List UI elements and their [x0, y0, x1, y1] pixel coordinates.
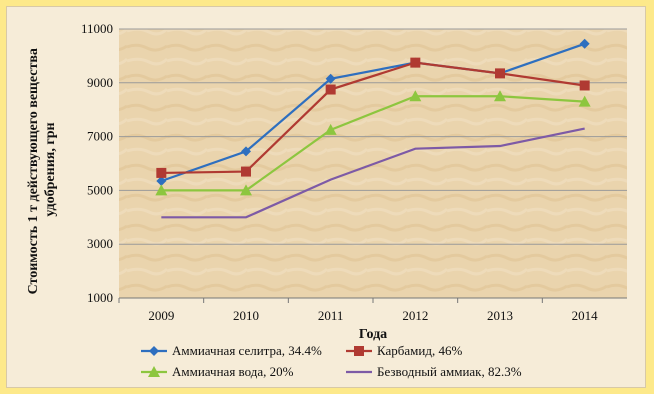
legend-label: Аммиачная вода, 20% — [172, 364, 294, 379]
data-point — [156, 167, 167, 178]
legend-item: Карбамид, 46% — [346, 343, 462, 358]
legend-label: Аммиачная селитра, 34.4% — [172, 343, 322, 358]
series-3 — [155, 90, 591, 196]
legend-label: Карбамид, 46% — [377, 343, 462, 358]
data-point — [324, 123, 337, 135]
legend-item: Безводный аммиак, 82.3% — [346, 364, 522, 379]
x-tick-label: 2010 — [233, 308, 259, 323]
y-axis-title: Стоимость 1 т действующего вещества удоб… — [26, 45, 58, 295]
x-axis-ticks: 2009 2010 2011 2012 2013 2014 — [118, 298, 599, 323]
legend: Аммиачная селитра, 34.4% Карбамид, 46% Амм… — [141, 343, 522, 379]
y-tick-label: 9000 — [87, 75, 113, 90]
data-point — [579, 80, 590, 91]
x-tick-label: 2011 — [318, 308, 344, 323]
data-point — [325, 73, 336, 84]
x-axis-title: Годa — [359, 327, 387, 342]
legend-item: Аммиачная селитра, 34.4% — [141, 343, 322, 358]
legend-swatch-marker — [354, 346, 364, 356]
y-tick-label: 11000 — [81, 21, 113, 36]
x-tick-label: 2012 — [402, 308, 428, 323]
data-point — [241, 146, 251, 157]
y-axis-ticks: 1000 3000 5000 7000 9000 11000 — [81, 21, 113, 305]
data-point — [495, 68, 505, 79]
data-point — [240, 184, 252, 196]
legend-label: Безводный аммиак, 82.3% — [377, 364, 522, 379]
chart-frame: 1000 3000 5000 7000 9000 11000 2009 2010 2011 20… — [6, 6, 646, 388]
data-series — [155, 38, 591, 219]
x-tick-label: 2014 — [572, 308, 599, 323]
series-4 — [161, 127, 585, 219]
data-point — [410, 57, 421, 68]
series-2 — [156, 57, 590, 178]
series-line — [160, 42, 586, 183]
data-point — [579, 38, 590, 49]
y-tick-label: 1000 — [87, 290, 113, 305]
y-tick-label: 3000 — [87, 236, 113, 251]
x-tick-label: 2009 — [148, 308, 174, 323]
series-line — [161, 95, 585, 192]
data-point — [155, 184, 168, 196]
series-line — [161, 127, 585, 219]
y-axis-title-line-2: удобрения, грн — [43, 122, 58, 216]
data-point — [409, 90, 422, 102]
data-point — [241, 166, 251, 177]
legend-swatch-marker — [149, 346, 159, 356]
x-tick-label: 2013 — [487, 308, 513, 323]
data-point — [156, 175, 167, 186]
legend-item: Аммиачная вода, 20% — [141, 364, 294, 379]
data-point — [325, 84, 336, 95]
data-point — [578, 95, 591, 107]
series-line — [161, 61, 585, 175]
legend-swatch-marker — [148, 366, 160, 377]
y-axis-title-line-1: Стоимость 1 т действующего вещества — [26, 48, 41, 294]
y-tick-label: 7000 — [87, 129, 113, 144]
data-point — [494, 90, 506, 102]
y-tick-label: 5000 — [87, 182, 113, 197]
